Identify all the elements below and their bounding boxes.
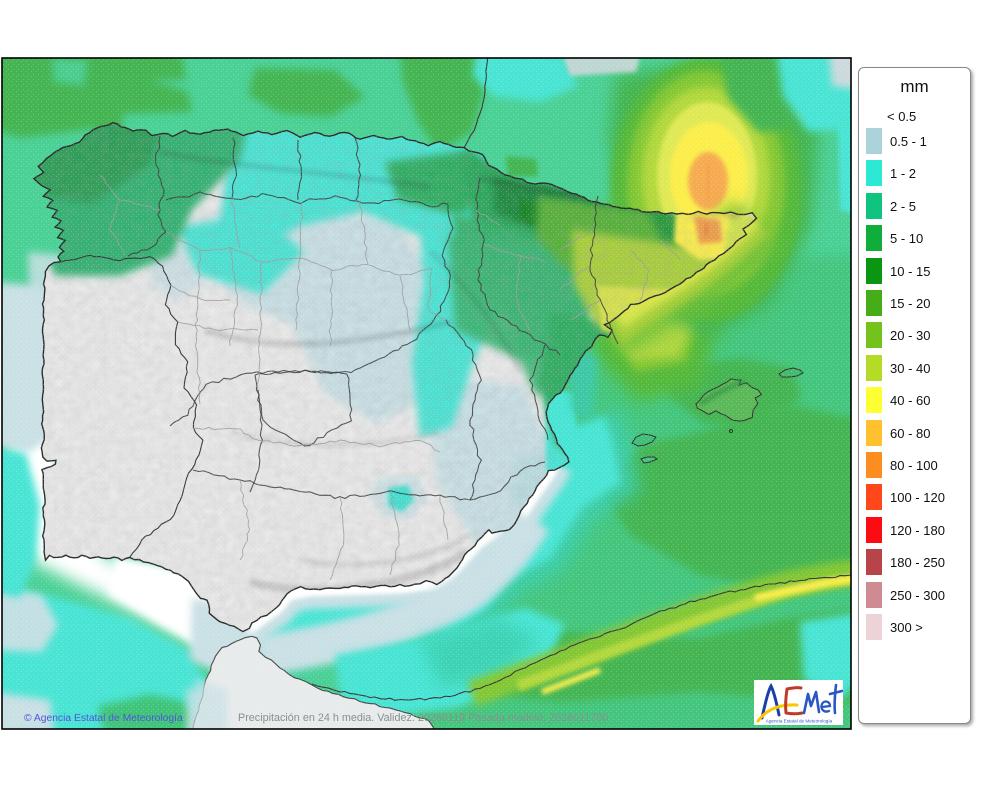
svg-text:© Agencia Estatal de Meteorolo: © Agencia Estatal de Meteorología <box>24 713 183 724</box>
svg-text:Agencia Estatal de Meteorologí: Agencia Estatal de Meteorología <box>766 719 833 724</box>
svg-text:Precipitación en 24 h media. V: Precipitación en 24 h media. Validez: 20… <box>238 712 608 724</box>
